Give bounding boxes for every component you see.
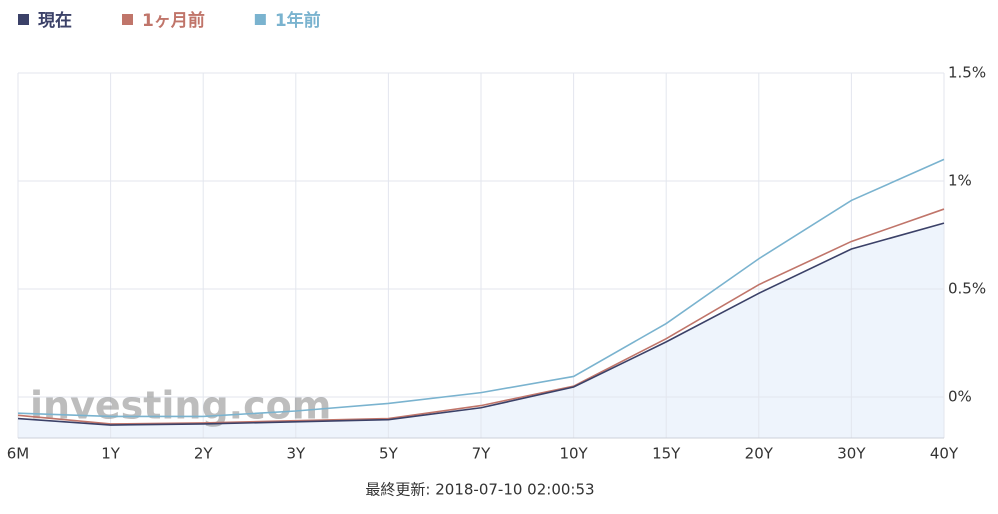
x-tick-label: 40Y — [930, 445, 959, 463]
legend-swatch — [254, 14, 266, 25]
series-line — [17, 158, 945, 418]
x-tick-label: 2Y — [194, 445, 214, 463]
series-line — [17, 222, 945, 426]
legend-label: 1年前 — [275, 10, 321, 31]
x-tick-label: 20Y — [745, 445, 774, 463]
x-tick-label: 7Y — [472, 445, 492, 463]
x-tick-label: 5Y — [379, 445, 399, 463]
x-tick-label: 10Y — [559, 445, 588, 463]
footer: 最終更新: 2018-07-10 02:00:53 — [365, 481, 594, 499]
series-line — [17, 208, 945, 425]
legend-label: 1ヶ月前 — [142, 10, 205, 31]
x-tick-label: 30Y — [837, 445, 866, 463]
x-tick-label: 1Y — [101, 445, 121, 463]
x-tick-label: 3Y — [286, 445, 306, 463]
series-area — [18, 223, 944, 438]
y-tick-label: 0% — [948, 387, 972, 405]
legend-swatch — [122, 14, 133, 25]
x-tick-label: 6M — [7, 445, 30, 463]
y-tick-label: 0.5% — [948, 279, 986, 297]
x-tick-label: 15Y — [652, 445, 681, 463]
watermark: investing.com — [30, 384, 331, 428]
legend-label: 現在 — [38, 10, 72, 31]
legend-swatch — [18, 14, 29, 25]
y-tick-label: 1.5% — [948, 64, 986, 82]
y-tick-label: 1% — [948, 171, 972, 189]
